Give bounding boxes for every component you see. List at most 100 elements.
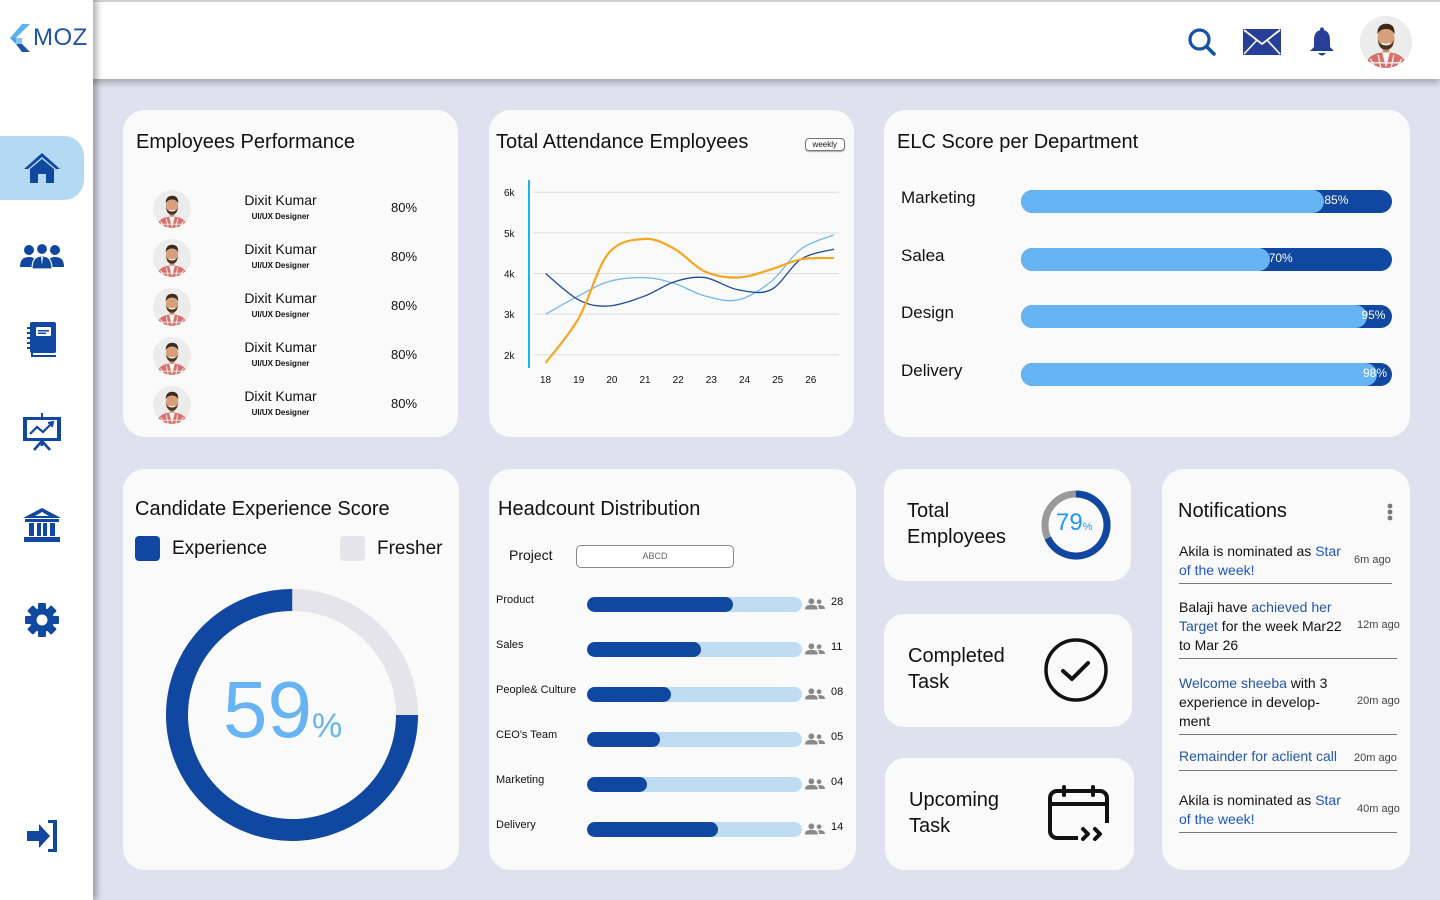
notification-text-part: with 3 experience in develop- ment [1179, 675, 1328, 729]
search-icon [1188, 28, 1216, 56]
headcount-bar [587, 687, 802, 702]
bell-icon [1310, 27, 1334, 56]
total-employees-donut [1041, 490, 1111, 560]
notification-text: Welcome sheeba with 3 experience in deve… [1179, 674, 1349, 731]
notification-item[interactable]: Akila is nominated as Star of the week! 6… [1179, 542, 1404, 584]
top-bar [0, 0, 1440, 79]
x-tick-label: 23 [706, 375, 718, 386]
search-button[interactable] [1172, 14, 1232, 70]
total-employees-percent: 79% [1056, 509, 1092, 537]
title-line-2: Task [909, 815, 951, 837]
notification-link[interactable]: Star of the week! [1179, 543, 1341, 578]
candidate-donut-chart [166, 589, 418, 841]
headcount-bar [587, 732, 802, 747]
title-line-1: Completed [908, 645, 1005, 667]
elc-row: Salea 70% [884, 246, 1404, 271]
performance-row[interactable]: Dixit Kumar UI/UX Designer 80% [123, 190, 458, 239]
employee-role: UI/UX Designer [251, 212, 310, 221]
notification-link[interactable]: achieved her Target [1179, 599, 1332, 634]
series-line [545, 234, 835, 315]
upcoming-task-card[interactable]: Upcoming Task [885, 758, 1134, 870]
headcount-bar-fill [587, 777, 648, 792]
notifications-button[interactable] [1292, 14, 1352, 70]
performance-row[interactable]: Dixit Kumar UI/UX Designer 80% [123, 386, 458, 435]
notification-item[interactable]: Balaji have achieved her Target for the … [1179, 598, 1404, 659]
notification-time: 20m ago [1354, 752, 1397, 764]
notification-link[interactable]: Star of the week! [1179, 792, 1341, 827]
donut-segment-experience [166, 589, 418, 841]
elc-progress-fill [1021, 248, 1271, 271]
headcount-row: CEO's Team 05 [489, 729, 854, 749]
x-tick-label: 24 [739, 375, 751, 386]
headcount-row: Marketing 04 [489, 774, 854, 794]
sidebar-item-presentation[interactable] [0, 400, 84, 464]
sidebar-item-notebook[interactable] [0, 308, 84, 372]
user-avatar[interactable] [1360, 16, 1412, 68]
period-select-button[interactable]: weekly [804, 138, 845, 151]
notification-text-part: Akila is nominated as [1179, 543, 1316, 559]
employee-score: 80% [391, 200, 418, 215]
employee-avatar [153, 288, 191, 326]
notification-item[interactable]: Remainder for aclient call 20m ago [1179, 747, 1404, 771]
project-input[interactable]: ABCD [576, 545, 734, 568]
score-number: 59 [223, 665, 312, 754]
notification-item[interactable]: Akila is nominated as Star of the week! 4… [1179, 791, 1404, 833]
notification-link[interactable]: Welcome sheeba [1179, 675, 1287, 691]
employee-score: 80% [391, 396, 418, 411]
notification-text: Balaji have achieved her Target for the … [1179, 598, 1349, 655]
team-icon [20, 243, 64, 269]
logo[interactable]: MOZ [8, 24, 88, 52]
mail-button[interactable] [1232, 14, 1292, 70]
employee-name: Dixit Kumar [244, 241, 317, 257]
card-title: Employees Performance [136, 131, 355, 153]
sidebar-item-home[interactable] [0, 136, 84, 200]
performance-row[interactable]: Dixit Kumar UI/UX Designer 80% [123, 288, 458, 337]
logout-button[interactable] [0, 804, 84, 868]
headcount-count: 11 [831, 641, 843, 653]
headcount-bar [587, 642, 802, 657]
sidebar-item-bank[interactable] [0, 494, 84, 558]
project-label: Project [509, 547, 553, 563]
headcount-bar-fill [587, 597, 734, 612]
employee-name: Dixit Kumar [244, 339, 317, 355]
completed-task-card[interactable]: Completed Task [884, 614, 1132, 727]
employee-avatar [153, 190, 191, 228]
card-title: Total Employees [907, 498, 1006, 550]
notification-time: 6m ago [1354, 554, 1391, 566]
employee-role: UI/UX Designer [251, 261, 310, 270]
employee-score: 80% [391, 249, 418, 264]
performance-row[interactable]: Dixit Kumar UI/UX Designer 80% [123, 337, 458, 386]
check-circle-icon [1044, 638, 1108, 702]
people-icon [805, 642, 825, 656]
notification-text-part: Balaji have [1179, 599, 1252, 615]
sidebar-item-settings[interactable] [0, 588, 84, 652]
elc-row: Design 95% [884, 303, 1404, 328]
notification-time: 12m ago [1357, 619, 1400, 631]
card-title: Total Attendance Employees [496, 131, 749, 153]
calendar-forward-icon [1048, 785, 1112, 845]
notification-link[interactable]: Remainder for aclient call [1179, 748, 1337, 764]
more-options-icon[interactable] [1387, 503, 1393, 521]
elc-row: Delivery 98% [884, 361, 1404, 386]
score-unit: % [311, 707, 343, 745]
notification-item[interactable]: Welcome sheeba with 3 experience in deve… [1179, 674, 1404, 735]
headcount-count: 04 [831, 776, 844, 788]
elc-progress-fill [1021, 190, 1324, 213]
divider [1179, 832, 1397, 833]
percent-unit: % [1082, 521, 1093, 533]
presentation-chart-icon [23, 413, 61, 451]
total-employees-card[interactable]: Total Employees 79% [884, 469, 1131, 581]
title-line-1: Upcoming [909, 789, 1000, 811]
legend-swatch-experience [135, 536, 160, 561]
department-label: Salea [901, 246, 945, 265]
percent-number: 79 [1056, 509, 1083, 536]
employee-score: 80% [391, 298, 418, 313]
employee-name: Dixit Kumar [244, 192, 317, 208]
x-tick-label: 25 [772, 375, 784, 386]
attendance-card: Total Attendance Employees weekly 2k 3k 4k… [489, 110, 854, 437]
headcount-bar-fill [587, 822, 719, 837]
card-title: Notifications [1178, 500, 1287, 522]
x-tick-label: 22 [673, 375, 685, 386]
sidebar-item-team[interactable] [0, 224, 84, 288]
performance-row[interactable]: Dixit Kumar UI/UX Designer 80% [123, 239, 458, 288]
